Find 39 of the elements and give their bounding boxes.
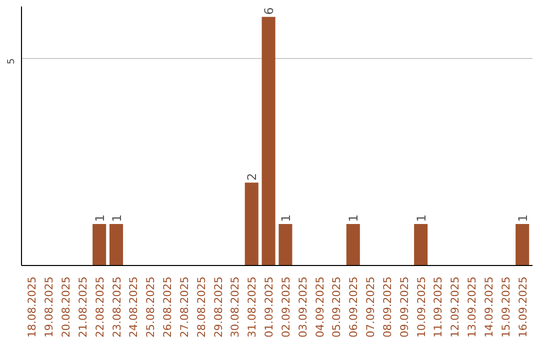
x-tick-label: 02.09.2025: [279, 276, 292, 338]
x-tick-label: 04.09.2025: [313, 276, 326, 338]
data-label: 1: [414, 214, 428, 222]
x-tick-label: 29.08.2025: [212, 276, 225, 338]
x-tick-label: 23.08.2025: [110, 276, 124, 338]
x-tick-label: 27.08.2025: [178, 276, 191, 338]
y-tick-label: 5: [6, 58, 17, 64]
x-tick-label: 12.09.2025: [448, 276, 462, 338]
x-tick-label: 13.09.2025: [466, 276, 479, 338]
x-tick-label: 03.09.2025: [296, 276, 310, 338]
x-tick-label: 10.09.2025: [414, 276, 428, 338]
data-label: 1: [346, 214, 361, 222]
x-tick-label: 26.08.2025: [161, 276, 174, 338]
data-label: 1: [278, 214, 293, 222]
x-tick-label: 07.09.2025: [364, 276, 378, 338]
x-tick-label: 11.09.2025: [432, 276, 445, 338]
x-tick-label: 16.09.2025: [516, 276, 530, 338]
x-tick-label: 28.08.2025: [194, 276, 208, 338]
x-tick-label: 09.09.2025: [398, 276, 411, 338]
x-tick-label: 31.08.2025: [246, 276, 259, 338]
x-tick-label: 15.09.2025: [499, 276, 512, 338]
data-label: 2: [245, 172, 260, 181]
data-label: 1: [110, 214, 124, 222]
x-tick-label: 22.08.2025: [93, 276, 106, 338]
x-tick-label: 21.08.2025: [76, 276, 90, 338]
x-tick-label: 01.09.2025: [262, 276, 276, 338]
x-tick-label: 06.09.2025: [347, 276, 360, 338]
x-tick-label: 30.08.2025: [228, 276, 242, 338]
x-tick-label: 05.09.2025: [330, 276, 344, 338]
data-label: 6: [262, 7, 276, 15]
x-tick-label: 19.08.2025: [42, 276, 56, 338]
x-tick-label: 25.08.2025: [144, 276, 158, 338]
data-label: 1: [92, 214, 107, 222]
x-tick-label: 18.08.2025: [26, 276, 39, 338]
x-tick-label: 08.09.2025: [380, 276, 394, 338]
data-label: 1: [516, 214, 530, 222]
x-tick-label: 14.09.2025: [482, 276, 496, 338]
x-tick-label: 24.08.2025: [127, 276, 140, 338]
x-tick-label: 20.08.2025: [59, 276, 72, 338]
